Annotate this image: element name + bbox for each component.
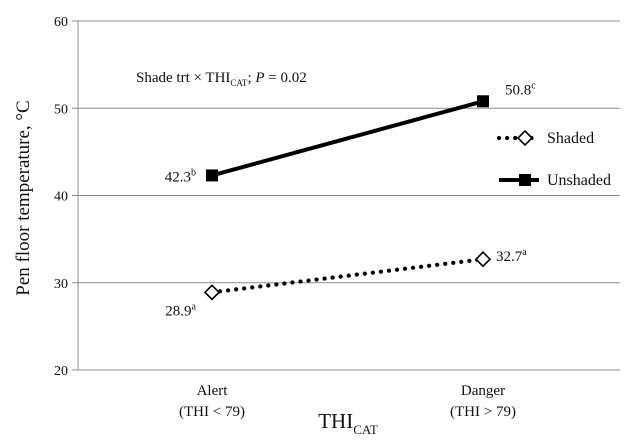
x-axis-title-main: THI <box>318 409 353 433</box>
x-tick-sublabel-1: (THI > 79) <box>450 404 516 420</box>
legend-label-unshaded: Unshaded <box>547 172 611 189</box>
x-tick-sublabel-0: (THI < 79) <box>179 404 245 420</box>
y-axis-title: Pen floor temperature, °C <box>13 100 34 295</box>
y-tick-label-40: 40 <box>54 190 68 205</box>
data-label-unshaded-1: 50.8c <box>505 80 536 98</box>
y-tick-label-60: 60 <box>54 15 68 30</box>
annotation-prefix: Shade trt × THI <box>136 70 230 86</box>
series-line-shaded <box>209 257 486 295</box>
y-axis <box>72 20 79 371</box>
data-label-superscript: b <box>191 167 196 178</box>
data-point-unshaded-1 <box>477 95 489 108</box>
y-tick-label-50: 50 <box>54 102 68 117</box>
annotation-p-value: = 0.02 <box>265 70 307 86</box>
data-label-value: 42.3 <box>165 169 191 185</box>
legend-marker-shaded <box>516 129 534 147</box>
data-point-unshaded-0 <box>206 169 218 182</box>
annotation-separator: ; <box>247 70 255 86</box>
x-tick-label-1: Danger <box>461 383 505 399</box>
data-label-superscript: a <box>522 247 527 258</box>
x-axis-title: THICAT <box>318 409 378 437</box>
x-tick-labels: Alert (THI < 79) Danger (THI > 79) <box>179 383 516 420</box>
data-label-superscript: c <box>531 80 536 91</box>
y-tick-label-20: 20 <box>54 364 68 379</box>
data-label-value: 50.8 <box>505 82 531 98</box>
y-tick-label-30: 30 <box>54 277 68 292</box>
annotation-p-label: P <box>254 70 264 86</box>
legend-label-shaded: Shaded <box>547 130 594 147</box>
gridlines <box>78 20 620 371</box>
data-label-unshaded-0: 42.3b <box>165 167 196 185</box>
data-label-superscript: a <box>192 301 197 312</box>
data-label-shaded-1: 32.7a <box>496 247 527 265</box>
y-tick-labels: 20 30 40 50 60 <box>54 15 68 379</box>
data-point-shaded-0 <box>203 284 221 301</box>
data-label-value: 28.9 <box>165 303 191 319</box>
annotation-subscript: CAT <box>230 78 248 88</box>
legend: Shaded Unshaded <box>496 129 611 189</box>
data-point-shaded-1 <box>474 251 492 268</box>
data-label-shaded-0: 28.9a <box>165 301 196 319</box>
interaction-annotation: Shade trt × THICAT; P = 0.02 <box>136 70 307 88</box>
data-label-value: 32.7 <box>496 249 523 265</box>
legend-marker-unshaded <box>519 174 531 186</box>
x-axis-title-subscript: CAT <box>353 422 378 437</box>
x-tick-label-0: Alert <box>197 383 229 399</box>
series-line-unshaded <box>211 99 484 178</box>
